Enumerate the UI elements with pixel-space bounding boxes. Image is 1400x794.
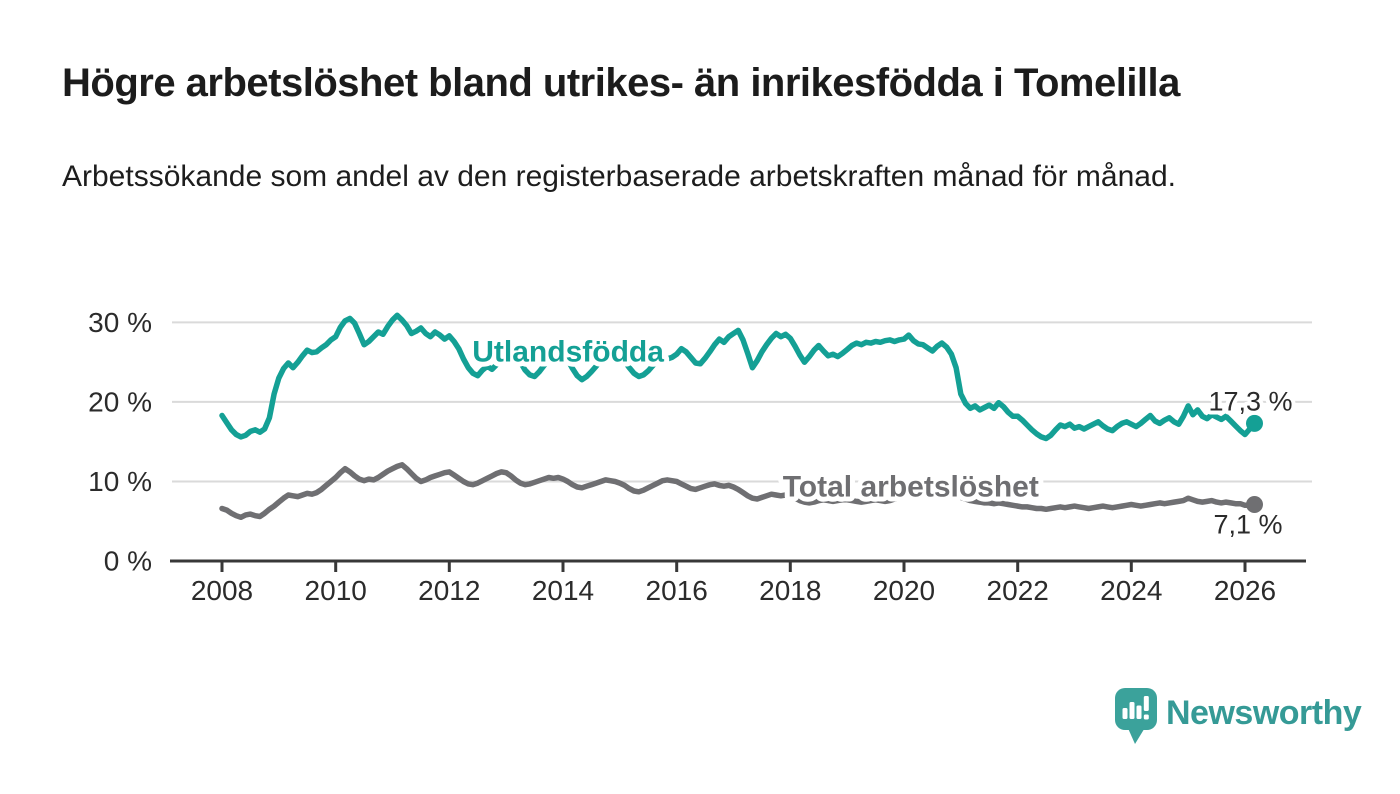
y-axis-tick-label: 30 % bbox=[88, 307, 152, 338]
utlandsfodda-line bbox=[219, 312, 1258, 442]
utlandsfodda-end-dot bbox=[1246, 414, 1263, 432]
x-axis-tick-label: 2008 bbox=[191, 575, 253, 606]
total-arbetsloshet-series-label: Total arbetslöshet bbox=[783, 471, 1039, 504]
x-axis-tick-label: 2014 bbox=[532, 575, 594, 606]
chart-subtitle: Arbetssökande som andel av den registerb… bbox=[62, 160, 1176, 193]
x-axis-tick-label: 2010 bbox=[305, 575, 367, 606]
x-axis-tick-label: 2018 bbox=[759, 575, 821, 606]
chart-title: Högre arbetslöshet bland utrikes- än inr… bbox=[62, 61, 1180, 105]
x-axis-tick-label: 2026 bbox=[1214, 575, 1276, 606]
x-axis-tick-label: 2022 bbox=[987, 575, 1049, 606]
total-arbetsloshet-line bbox=[219, 462, 1258, 521]
x-axis-tick-label: 2012 bbox=[418, 575, 480, 606]
y-axis-tick-label: 0 % bbox=[104, 546, 152, 577]
total-arbetsloshet-end-value-label: 7,1 % bbox=[1213, 510, 1282, 540]
x-axis-tick-label: 2020 bbox=[873, 575, 935, 606]
utlandsfodda-series-label: Utlandsfödda bbox=[472, 335, 664, 368]
newsworthy-logo-icon bbox=[1115, 688, 1157, 744]
x-axis-tick-label: 2016 bbox=[646, 575, 708, 606]
y-axis-tick-label: 10 % bbox=[88, 466, 152, 497]
newsworthy-wordmark: Newsworthy bbox=[1166, 694, 1362, 732]
y-axis-tick-label: 20 % bbox=[88, 386, 152, 417]
utlandsfodda-end-value-label: 17,3 % bbox=[1208, 386, 1292, 416]
newsworthy-logo: Newsworthy bbox=[1112, 685, 1382, 755]
x-axis-tick-label: 2024 bbox=[1100, 575, 1162, 606]
total-arbetsloshet-end-dot bbox=[1246, 496, 1263, 513]
